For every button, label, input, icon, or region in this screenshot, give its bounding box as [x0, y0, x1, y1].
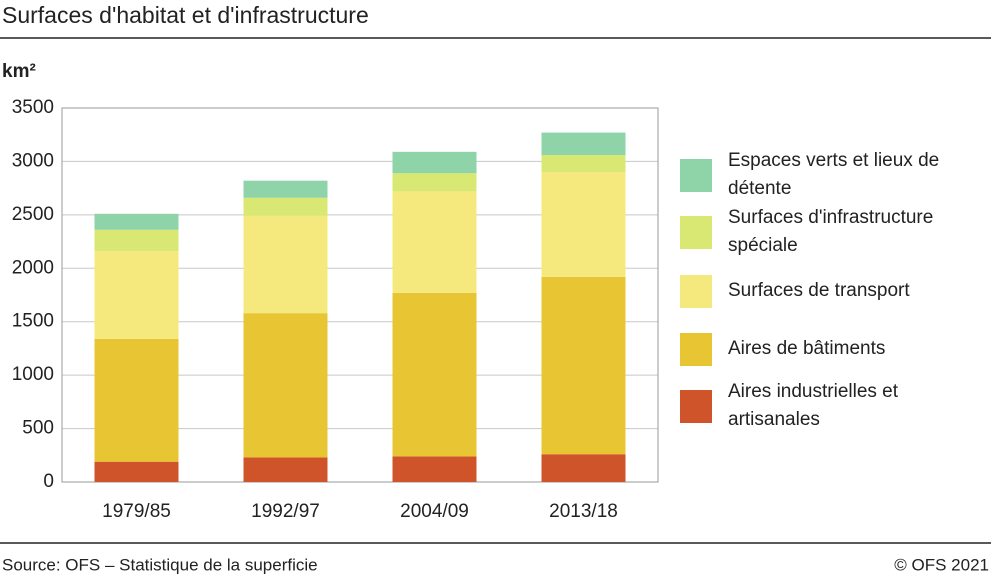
bar-segment	[392, 292, 477, 457]
legend-item: Surfaces de transport	[680, 263, 980, 319]
y-tick-label: 0	[43, 471, 54, 492]
legend-item: Aires de bâtiments	[680, 321, 980, 377]
bar-segment	[94, 213, 179, 230]
bar-segment	[243, 180, 328, 198]
legend-swatch	[680, 274, 712, 308]
bar-segment	[243, 215, 328, 314]
bar-segment	[541, 132, 626, 156]
y-tick-label: 3000	[12, 150, 54, 171]
bar-segment	[392, 151, 477, 174]
bar-segment	[541, 155, 626, 173]
copyright: © OFS 2021	[894, 555, 989, 574]
legend-item: Surfaces d'infrastructure spéciale	[680, 204, 980, 260]
bar-segment	[243, 197, 328, 216]
legend-item: Aires industrielles et artisanales	[680, 378, 980, 434]
legend-item: Espaces verts et lieux de détente	[680, 147, 980, 203]
legend-swatch	[680, 215, 712, 249]
legend-swatch	[680, 389, 712, 423]
legend-label: Aires industrielles et artisanales	[728, 381, 899, 430]
legend-label: Espaces verts et lieux de détente	[728, 150, 940, 199]
legend-swatch	[680, 158, 712, 192]
y-tick-label: 2500	[12, 204, 54, 225]
legend-label: Aires de bâtiments	[728, 338, 886, 359]
bar-segment	[94, 338, 179, 462]
plot-frame	[61, 107, 659, 483]
y-tick-label: 500	[22, 418, 54, 439]
source: Source: OFS – Statistique de la superfic…	[2, 555, 318, 574]
bar-segment	[243, 457, 328, 482]
bar-segment	[94, 229, 179, 252]
chart-title: Surfaces d'habitat et d'infrastructure	[2, 2, 369, 28]
x-tick-label: 1992/97	[251, 501, 320, 522]
y-tick-label: 1000	[12, 364, 54, 385]
y-label: km²	[2, 61, 36, 82]
bar-segment	[243, 313, 328, 458]
bar-segment	[392, 456, 477, 482]
bar-segment	[541, 172, 626, 277]
x-tick-label: 1979/85	[102, 501, 171, 522]
x-tick-label: 2004/09	[400, 501, 469, 522]
y-tick-label: 2000	[12, 257, 54, 278]
bar-segment	[94, 461, 179, 482]
y-tick-label: 1500	[12, 311, 54, 332]
bar-segment	[541, 454, 626, 482]
bar-segment	[541, 276, 626, 455]
legend-label: Surfaces de transport	[728, 280, 910, 301]
bar-segment	[392, 191, 477, 293]
y-tick-label: 3500	[12, 97, 54, 118]
x-tick-label: 2013/18	[549, 501, 618, 522]
bar-segment	[392, 173, 477, 192]
legend-swatch	[680, 332, 712, 366]
bar-segment	[94, 251, 179, 339]
legend-label: Surfaces d'infrastructure spéciale	[728, 207, 934, 256]
